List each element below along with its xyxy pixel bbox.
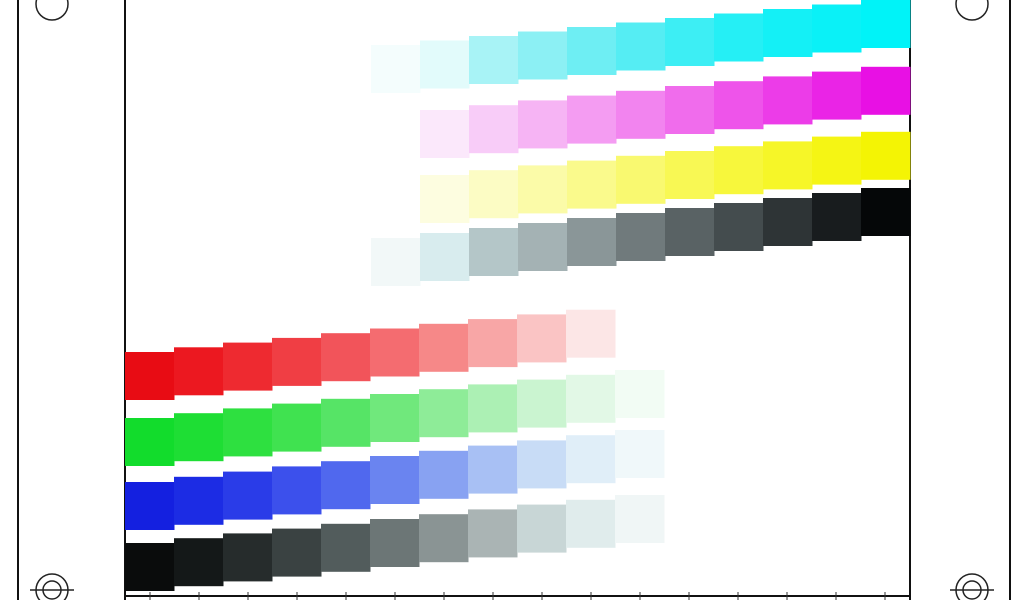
- color-patch: [223, 342, 273, 391]
- color-patch: [469, 36, 519, 84]
- color-patch: [616, 213, 666, 261]
- color-patch: [174, 347, 224, 396]
- color-patch: [517, 440, 567, 489]
- color-patch: [812, 71, 862, 120]
- color-patch: [861, 0, 911, 48]
- color-patch: [174, 538, 224, 587]
- color-patch: [272, 337, 322, 386]
- color-strips: [125, 0, 911, 591]
- color-patch: [223, 408, 273, 457]
- color-patch: [419, 323, 469, 372]
- color-patch: [468, 319, 518, 368]
- color-patch: [763, 76, 813, 125]
- color-patch: [420, 233, 470, 281]
- color-patch: [518, 31, 568, 80]
- color-patch: [763, 198, 813, 246]
- color-patch: [812, 4, 862, 53]
- color-patch: [371, 45, 421, 93]
- color-patch: [321, 461, 371, 510]
- color-patch: [272, 466, 322, 515]
- color-patch: [566, 309, 616, 358]
- color-patch: [469, 105, 519, 154]
- color-patch: [420, 110, 470, 158]
- color-patch: [420, 175, 470, 223]
- color-patch: [419, 514, 469, 563]
- color-patch: [517, 314, 567, 363]
- color-patch: [419, 389, 469, 438]
- color-patch: [665, 151, 715, 199]
- color-patch: [615, 430, 665, 478]
- color-patch: [370, 456, 420, 504]
- color-patch: [518, 165, 568, 214]
- color-patch: [714, 203, 764, 251]
- color-patch: [665, 18, 715, 66]
- color-patch: [468, 445, 518, 494]
- color-patch: [125, 543, 175, 591]
- color-patch: [861, 66, 911, 115]
- color-patch: [714, 81, 764, 130]
- color-patch: [174, 476, 224, 525]
- color-patch: [469, 170, 519, 219]
- color-patch: [370, 519, 420, 567]
- color-patch: [517, 379, 567, 428]
- color-patch: [616, 155, 666, 204]
- color-patch: [566, 499, 616, 548]
- color-patch: [616, 90, 666, 139]
- color-patch: [125, 418, 175, 466]
- color-patch: [419, 450, 469, 499]
- color-patch: [517, 504, 567, 553]
- color-patch: [567, 218, 617, 266]
- color-patch: [420, 40, 470, 89]
- color-patch: [272, 528, 322, 577]
- color-patch: [125, 352, 175, 400]
- bottom-ticks: [149, 592, 886, 600]
- color-patch: [371, 238, 421, 286]
- color-patch: [615, 370, 665, 418]
- color-patch: [469, 228, 519, 276]
- color-patch: [714, 146, 764, 195]
- color-patch: [321, 398, 371, 447]
- color-patch: [567, 160, 617, 209]
- color-patch: [223, 471, 273, 520]
- registration-marks: [30, 0, 994, 600]
- color-patch: [763, 141, 813, 190]
- color-patch: [861, 131, 911, 180]
- color-patch: [518, 100, 568, 149]
- color-patch: [174, 413, 224, 462]
- color-patch: [321, 523, 371, 572]
- color-patch: [861, 188, 911, 236]
- color-patch: [321, 333, 371, 382]
- color-patch: [518, 223, 568, 271]
- color-patch: [566, 435, 616, 484]
- color-patch: [812, 193, 862, 241]
- color-patch: [223, 533, 273, 582]
- target: [35, 0, 69, 21]
- target: [955, 0, 989, 21]
- color-patch: [272, 403, 322, 452]
- color-patch: [125, 482, 175, 530]
- color-patch: [812, 136, 862, 185]
- color-patch: [468, 384, 518, 433]
- target: [35, 573, 69, 600]
- color-patch: [616, 22, 666, 71]
- target: [955, 573, 989, 600]
- color-patch: [615, 495, 665, 543]
- color-patch: [665, 208, 715, 256]
- color-patch: [665, 86, 715, 134]
- color-patch: [763, 9, 813, 57]
- color-patch: [370, 394, 420, 442]
- color-patch: [714, 13, 764, 62]
- color-patch: [567, 95, 617, 144]
- color-patch: [370, 328, 420, 377]
- color-patch: [566, 374, 616, 423]
- color-patch: [468, 509, 518, 558]
- color-patch: [567, 27, 617, 75]
